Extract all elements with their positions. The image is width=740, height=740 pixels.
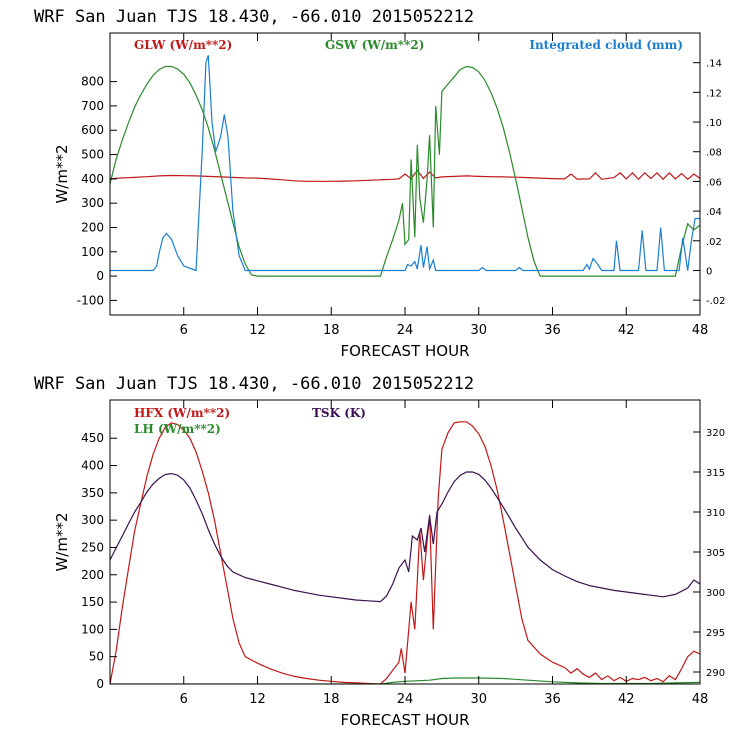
y2-tick-label: .02 (706, 237, 722, 248)
x-tick-label: 6 (180, 323, 188, 338)
y-tick-label: 800 (81, 75, 104, 89)
y2-tick-label: .06 (706, 177, 722, 188)
y2-tick-label: .12 (706, 88, 722, 99)
x-tick-label: 48 (692, 692, 709, 707)
y-axis-label: W/m**2 (53, 512, 71, 571)
legend-entry-2: LH (W/m**2) (134, 422, 221, 436)
series-line-3 (110, 55, 700, 272)
y-tick-label: 0 (96, 677, 104, 691)
y2-tick-label: .14 (706, 59, 722, 70)
x-tick-label: 12 (249, 692, 266, 707)
series-line-3 (110, 471, 700, 603)
y2-tick-label: 305 (706, 548, 725, 559)
y-tick-label: 250 (81, 540, 104, 554)
y-tick-label: 200 (81, 220, 104, 234)
y2-tick-label: 320 (706, 428, 725, 439)
y-tick-label: 450 (81, 431, 104, 445)
x-axis-label: FORECAST HOUR (340, 711, 469, 729)
y-tick-label: 300 (81, 513, 104, 527)
x-axis-label: FORECAST HOUR (340, 342, 469, 360)
legend-entry-2: GSW (W/m**2) (325, 38, 424, 52)
y-tick-label: 100 (81, 622, 104, 636)
chart-title: WRF San Juan TJS 18.430, -66.010 2015052… (34, 374, 474, 394)
y-tick-label: 150 (81, 595, 104, 609)
x-tick-label: 18 (323, 692, 340, 707)
y-tick-label: 600 (81, 123, 104, 137)
y2-tick-label: .08 (706, 148, 722, 159)
y-tick-label: 50 (89, 650, 104, 664)
y2-tick-label: 290 (706, 668, 725, 679)
legend-entry-1: GLW (W/m**2) (134, 38, 232, 52)
y2-tick-label: .10 (706, 118, 722, 129)
x-tick-label: 36 (544, 692, 561, 707)
y2-tick-label: -.02 (706, 296, 726, 307)
plot-frame (109, 399, 701, 685)
x-tick-label: 42 (618, 323, 635, 338)
x-tick-label: 48 (692, 323, 709, 338)
y2-tick-label: 315 (706, 468, 725, 479)
y2-tick-label: 295 (706, 628, 725, 639)
y-tick-label: 300 (81, 196, 104, 210)
x-tick-label: 24 (397, 692, 414, 707)
y2-tick-label: 300 (706, 588, 725, 599)
legend-entry-3: TSK (K) (312, 406, 366, 420)
legend-entry-1: HFX (W/m**2) (134, 406, 230, 420)
chart-panel-2: WRF San Juan TJS 18.430, -66.010 2015052… (34, 374, 725, 729)
series-line-2 (110, 65, 700, 277)
y-tick-label: 0 (96, 269, 104, 283)
x-tick-label: 36 (544, 323, 561, 338)
y-tick-label: 400 (81, 172, 104, 186)
y-tick-label: 200 (81, 568, 104, 582)
y-axis-label: W/m**2 (53, 144, 71, 203)
y2-tick-label: 0 (706, 266, 712, 277)
y-tick-label: 400 (81, 459, 104, 473)
x-tick-label: 6 (180, 692, 188, 707)
chart-panel-1: WRF San Juan TJS 18.430, -66.010 2015052… (34, 7, 726, 360)
y2-tick-label: .04 (706, 207, 722, 218)
y2-tick-label: 310 (706, 508, 725, 519)
x-tick-label: 18 (323, 323, 340, 338)
chart-title: WRF San Juan TJS 18.430, -66.010 2015052… (34, 7, 474, 27)
y-tick-label: 100 (81, 245, 104, 259)
x-tick-label: 24 (397, 323, 414, 338)
legend-entry-3: Integrated cloud (mm) (529, 38, 683, 52)
y-tick-label: 700 (81, 99, 104, 113)
series-line-1 (110, 421, 700, 684)
x-tick-label: 12 (249, 323, 266, 338)
x-tick-label: 30 (470, 692, 487, 707)
x-tick-label: 30 (470, 323, 487, 338)
x-tick-label: 42 (618, 692, 635, 707)
series-line-1 (110, 169, 700, 182)
y-tick-label: 500 (81, 148, 104, 162)
y-tick-label: 350 (81, 486, 104, 500)
y-tick-label: -100 (77, 293, 104, 307)
